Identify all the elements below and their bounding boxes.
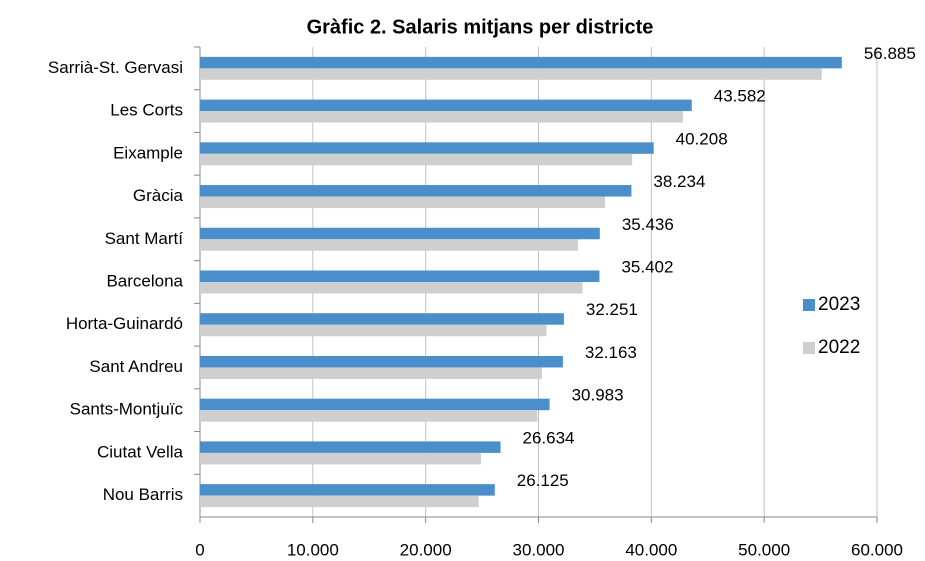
value-label: 43.582 bbox=[714, 87, 766, 106]
bar bbox=[200, 484, 495, 496]
legend-swatch bbox=[803, 299, 815, 311]
value-label: 38.234 bbox=[653, 172, 705, 191]
legend-label: 2022 bbox=[818, 337, 860, 358]
value-label: 40.208 bbox=[676, 129, 728, 148]
bar bbox=[200, 185, 632, 197]
bar bbox=[200, 324, 547, 337]
bar bbox=[200, 452, 481, 465]
x-tick-label: 10.000 bbox=[287, 540, 339, 559]
y-tick-label: Les Corts bbox=[110, 101, 183, 120]
value-label: 26.634 bbox=[523, 428, 575, 447]
bar bbox=[200, 227, 600, 240]
value-label: 26.125 bbox=[517, 471, 569, 490]
y-tick-label: Sant Martí bbox=[105, 229, 184, 248]
bar bbox=[200, 153, 633, 166]
bar bbox=[200, 99, 692, 112]
value-label: 35.402 bbox=[621, 257, 673, 276]
y-tick-label: Horta-Guinardó bbox=[66, 314, 183, 333]
y-tick-label: Sant Andreu bbox=[89, 357, 183, 376]
y-tick-label: Eixample bbox=[113, 143, 183, 162]
x-tick-label: 50.000 bbox=[738, 540, 790, 559]
bar bbox=[200, 196, 606, 209]
chart-title: Gràfic 2. Salaris mitjans per districte bbox=[307, 16, 654, 38]
legend-swatch bbox=[803, 342, 815, 354]
x-tick-label: 20.000 bbox=[400, 540, 452, 559]
bar bbox=[200, 142, 654, 154]
x-tick-label: 40.000 bbox=[625, 540, 677, 559]
y-tick-label: Ciutat Vella bbox=[97, 442, 184, 461]
y-tick-label: Nou Barris bbox=[103, 485, 183, 504]
x-tick-label: 60.000 bbox=[851, 540, 903, 559]
x-tick-label: 0 bbox=[195, 540, 204, 559]
y-tick-label: Sants-Montjuïc bbox=[70, 400, 184, 419]
y-tick-label: Barcelona bbox=[106, 271, 183, 290]
bar bbox=[200, 355, 563, 368]
bar bbox=[200, 111, 683, 123]
bar bbox=[200, 441, 501, 453]
value-label: 35.436 bbox=[622, 215, 674, 234]
value-label: 30.983 bbox=[572, 386, 624, 405]
y-tick-label: Gràcia bbox=[133, 186, 184, 205]
x-tick-label: 30.000 bbox=[513, 540, 565, 559]
bar bbox=[200, 367, 542, 379]
bar bbox=[200, 239, 578, 251]
value-label: 32.163 bbox=[585, 343, 637, 362]
bar bbox=[200, 282, 583, 294]
bar bbox=[200, 495, 479, 508]
value-label: 32.251 bbox=[586, 300, 638, 319]
bar bbox=[200, 270, 600, 282]
bar bbox=[200, 410, 538, 422]
bar bbox=[200, 68, 822, 80]
bar bbox=[200, 398, 550, 411]
bar bbox=[200, 56, 842, 69]
legend-label: 2023 bbox=[818, 294, 860, 315]
y-tick-label: Sarrià-St. Gervasi bbox=[48, 58, 183, 77]
bar bbox=[200, 313, 564, 325]
value-label: 56.885 bbox=[864, 44, 916, 63]
